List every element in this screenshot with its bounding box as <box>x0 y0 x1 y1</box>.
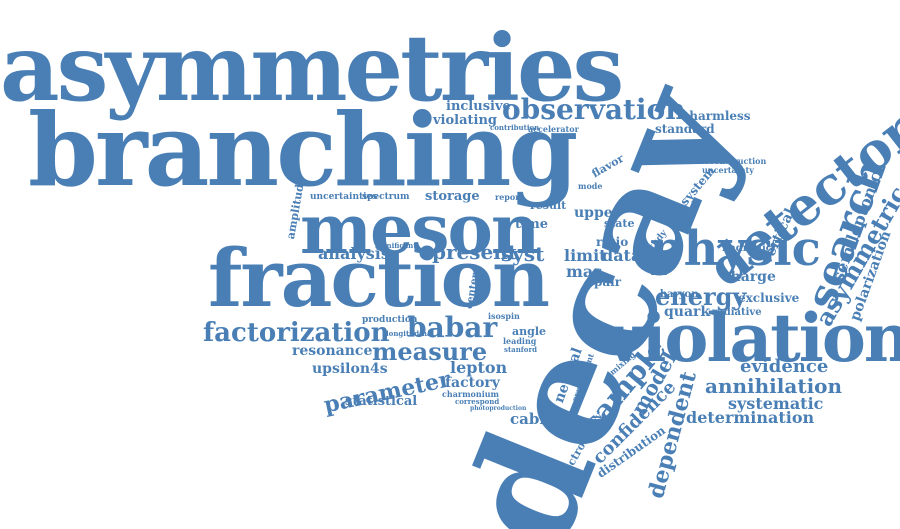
word-report: report <box>495 192 524 202</box>
word-contribution: contribution <box>490 123 540 132</box>
word-fraction: fraction <box>208 231 550 325</box>
word-photoproduction: photoproduction <box>470 405 527 412</box>
word-hadronic: hadronic <box>722 243 772 254</box>
word-inclusive: inclusive <box>446 99 511 114</box>
word-reconstruction: reconstruction <box>700 156 767 166</box>
word-quark: quark <box>664 304 711 320</box>
word-charmless: charmless <box>682 109 751 123</box>
word-lepton: lepton <box>450 358 508 377</box>
word-limit: limit <box>564 246 607 265</box>
word-branching: branching <box>28 91 578 209</box>
word-upper: upper <box>574 205 621 221</box>
word-data: data <box>602 246 642 265</box>
word-mas: mas <box>566 262 603 281</box>
word-time: time <box>515 217 548 232</box>
word-violation: violation <box>605 299 900 377</box>
word-charmonium: charmonium <box>442 389 500 399</box>
word-resonance: resonance <box>292 343 373 359</box>
word-upsilon4s: upsilon4s <box>312 361 388 377</box>
word-mode: mode <box>578 181 603 191</box>
word-isospin: isospin <box>488 311 520 321</box>
word-cabibbo: cabibbo <box>510 410 577 428</box>
word-exclusive: exclusive <box>738 291 800 305</box>
word-baryon: baryon <box>660 289 699 300</box>
word-measure: measure <box>372 337 488 366</box>
word-annihilation: annihilation <box>705 374 843 398</box>
word-production: production <box>362 315 418 325</box>
word-significant: significant <box>375 241 417 250</box>
word-statistical: statistical <box>345 394 418 409</box>
word-determination: determination <box>686 408 815 427</box>
word-observation: observation <box>502 93 686 126</box>
word-standard: standard <box>655 122 715 136</box>
word-leading: leading <box>503 336 537 346</box>
word-meson: meson <box>300 190 540 270</box>
word-accelerator: accelerator <box>528 124 579 134</box>
word-result: result <box>530 199 567 212</box>
word-charge: charge <box>722 269 776 285</box>
word-radiative: radiative <box>712 307 762 318</box>
word-ratio: ratio <box>596 235 629 249</box>
word-syst: syst <box>501 242 545 266</box>
word-systematic: systematic <box>728 394 824 413</box>
word-violating: violating <box>433 113 498 128</box>
word-uncertainty: uncertainty <box>702 165 754 175</box>
word-storage: storage <box>425 189 480 204</box>
word-physic: physic <box>650 221 821 277</box>
word-angle: angle <box>512 325 546 338</box>
word-babar: babar <box>407 311 498 344</box>
word-spectrum: spectrum <box>362 192 410 202</box>
word-uncertainties: uncertainties <box>310 192 378 202</box>
word-energy: energy <box>655 282 747 311</box>
word-present: present <box>432 240 518 264</box>
word-stanford: stanford <box>504 345 538 354</box>
word-correspond: correspond <box>455 397 500 406</box>
word-analysis: analysis <box>318 244 390 263</box>
word-state: state <box>604 217 635 230</box>
word-factorization: factorization <box>203 318 390 348</box>
word-longitudinal: longitudinal <box>386 329 435 338</box>
word-factory: factory <box>445 375 500 391</box>
word-pair: pair <box>594 275 622 289</box>
word-asymmetries: asymmetries <box>0 14 624 122</box>
word-evidence: evidence <box>740 356 829 377</box>
